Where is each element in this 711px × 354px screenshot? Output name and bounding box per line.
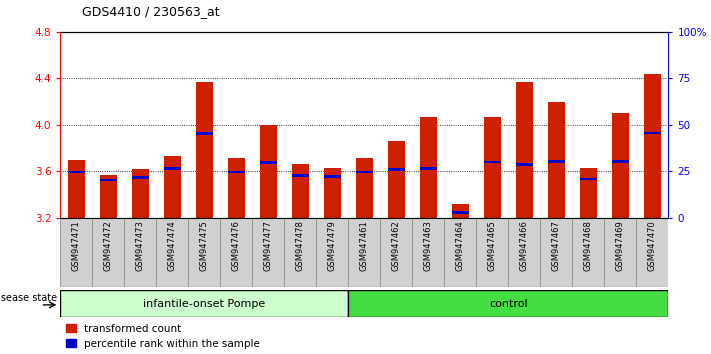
Bar bbox=[292, 164, 309, 218]
Bar bbox=[132, 169, 149, 218]
Bar bbox=[515, 163, 533, 166]
Bar bbox=[579, 168, 597, 218]
Bar bbox=[164, 167, 181, 170]
Text: GSM947476: GSM947476 bbox=[232, 220, 241, 271]
Bar bbox=[348, 218, 380, 287]
Bar bbox=[483, 117, 501, 218]
Bar bbox=[68, 160, 85, 218]
Bar bbox=[292, 174, 309, 177]
Legend: transformed count, percentile rank within the sample: transformed count, percentile rank withi… bbox=[65, 324, 260, 349]
Bar bbox=[260, 161, 277, 164]
Bar bbox=[356, 171, 373, 173]
Text: GSM947468: GSM947468 bbox=[584, 220, 593, 271]
Bar bbox=[228, 159, 245, 218]
Text: GSM947467: GSM947467 bbox=[552, 220, 561, 271]
Bar bbox=[636, 218, 668, 287]
Text: GSM947478: GSM947478 bbox=[296, 220, 305, 271]
Text: GSM947469: GSM947469 bbox=[616, 220, 625, 270]
Bar bbox=[412, 218, 444, 287]
Bar bbox=[132, 176, 149, 179]
Bar bbox=[643, 132, 661, 134]
Bar bbox=[579, 177, 597, 180]
Text: control: control bbox=[489, 298, 528, 309]
Bar bbox=[419, 117, 437, 218]
Bar bbox=[387, 168, 405, 171]
Text: GSM947474: GSM947474 bbox=[168, 220, 177, 270]
Text: GDS4410 / 230563_at: GDS4410 / 230563_at bbox=[82, 5, 220, 18]
Text: GSM947479: GSM947479 bbox=[328, 220, 337, 270]
Bar bbox=[188, 218, 220, 287]
Text: GSM947471: GSM947471 bbox=[72, 220, 81, 270]
Bar bbox=[547, 160, 565, 162]
Text: GSM947472: GSM947472 bbox=[104, 220, 113, 270]
Bar bbox=[100, 175, 117, 218]
Bar bbox=[196, 132, 213, 135]
Bar bbox=[419, 167, 437, 170]
Bar bbox=[356, 159, 373, 218]
Bar bbox=[124, 218, 156, 287]
Bar bbox=[164, 156, 181, 218]
Text: infantile-onset Pompe: infantile-onset Pompe bbox=[144, 298, 265, 309]
Bar bbox=[540, 218, 572, 287]
Bar bbox=[156, 218, 188, 287]
Text: GSM947462: GSM947462 bbox=[392, 220, 401, 270]
Bar bbox=[68, 171, 85, 173]
Bar bbox=[572, 218, 604, 287]
Bar bbox=[451, 211, 469, 214]
Bar bbox=[348, 290, 668, 317]
Text: GSM947464: GSM947464 bbox=[456, 220, 465, 270]
Text: GSM947465: GSM947465 bbox=[488, 220, 497, 270]
Bar bbox=[508, 218, 540, 287]
Text: GSM947477: GSM947477 bbox=[264, 220, 273, 271]
Text: GSM947475: GSM947475 bbox=[200, 220, 209, 270]
Bar bbox=[643, 74, 661, 218]
Bar bbox=[316, 218, 348, 287]
Text: disease state: disease state bbox=[0, 293, 57, 303]
Bar bbox=[100, 179, 117, 181]
Bar bbox=[60, 290, 348, 317]
Bar bbox=[547, 102, 565, 218]
Bar bbox=[324, 175, 341, 178]
Bar bbox=[380, 218, 412, 287]
Text: GSM947461: GSM947461 bbox=[360, 220, 369, 270]
Bar bbox=[220, 218, 252, 287]
Bar bbox=[60, 218, 92, 287]
Bar bbox=[196, 82, 213, 218]
Bar bbox=[611, 160, 629, 162]
Bar bbox=[228, 171, 245, 173]
Bar bbox=[476, 218, 508, 287]
Bar bbox=[483, 161, 501, 163]
Bar bbox=[444, 218, 476, 287]
Text: GSM947470: GSM947470 bbox=[648, 220, 657, 270]
Bar bbox=[387, 141, 405, 218]
Bar bbox=[611, 113, 629, 218]
Bar bbox=[284, 218, 316, 287]
Bar bbox=[451, 204, 469, 218]
Bar bbox=[515, 82, 533, 218]
Text: GSM947473: GSM947473 bbox=[136, 220, 145, 271]
Text: GSM947463: GSM947463 bbox=[424, 220, 433, 271]
Bar bbox=[252, 218, 284, 287]
Bar bbox=[92, 218, 124, 287]
Text: GSM947466: GSM947466 bbox=[520, 220, 529, 271]
Bar bbox=[604, 218, 636, 287]
Bar bbox=[324, 168, 341, 218]
Bar bbox=[260, 125, 277, 218]
